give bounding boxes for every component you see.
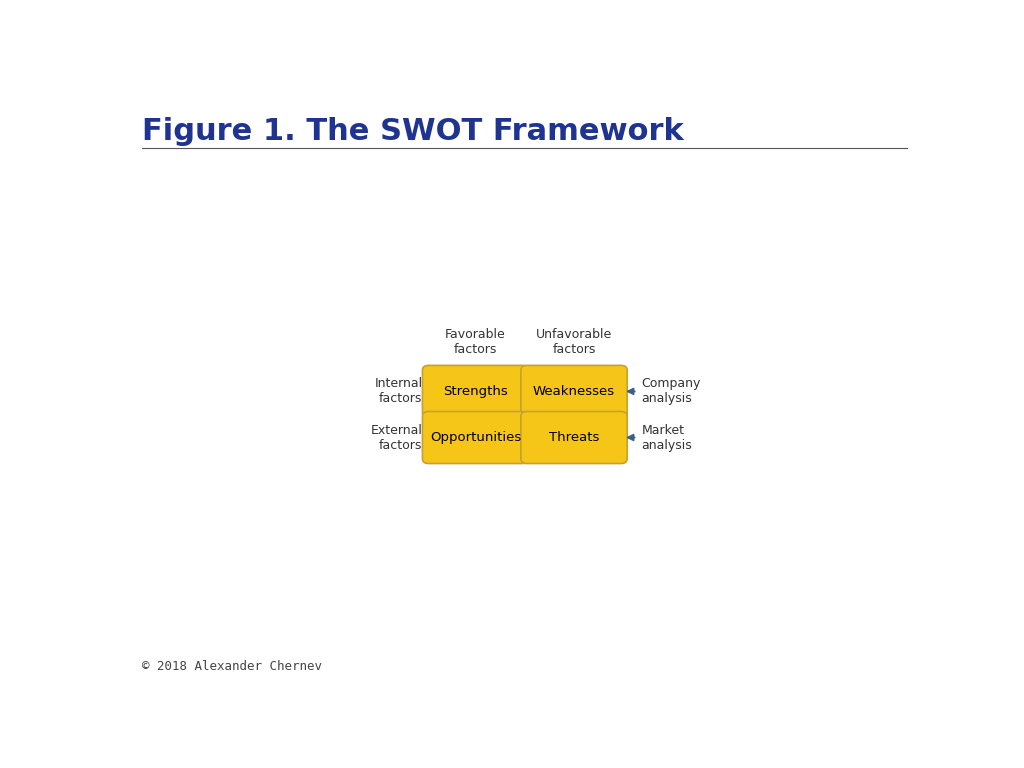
Text: Opportunities: Opportunities bbox=[430, 431, 521, 444]
Text: Market
analysis: Market analysis bbox=[641, 423, 692, 452]
Text: Unfavorable
factors: Unfavorable factors bbox=[536, 328, 612, 356]
FancyBboxPatch shape bbox=[423, 412, 528, 464]
Text: © 2018 Alexander Chernev: © 2018 Alexander Chernev bbox=[142, 660, 323, 673]
Text: Weaknesses: Weaknesses bbox=[532, 385, 615, 398]
Text: Company
analysis: Company analysis bbox=[641, 377, 700, 406]
Text: Threats: Threats bbox=[549, 431, 599, 444]
FancyBboxPatch shape bbox=[521, 366, 627, 418]
Text: Strengths: Strengths bbox=[443, 385, 508, 398]
FancyBboxPatch shape bbox=[521, 412, 627, 464]
FancyBboxPatch shape bbox=[423, 366, 528, 418]
Text: Favorable
factors: Favorable factors bbox=[445, 328, 506, 356]
Text: Internal
factors: Internal factors bbox=[375, 377, 423, 406]
Text: Figure 1. The SWOT Framework: Figure 1. The SWOT Framework bbox=[142, 117, 684, 146]
Text: External
factors: External factors bbox=[371, 423, 423, 452]
